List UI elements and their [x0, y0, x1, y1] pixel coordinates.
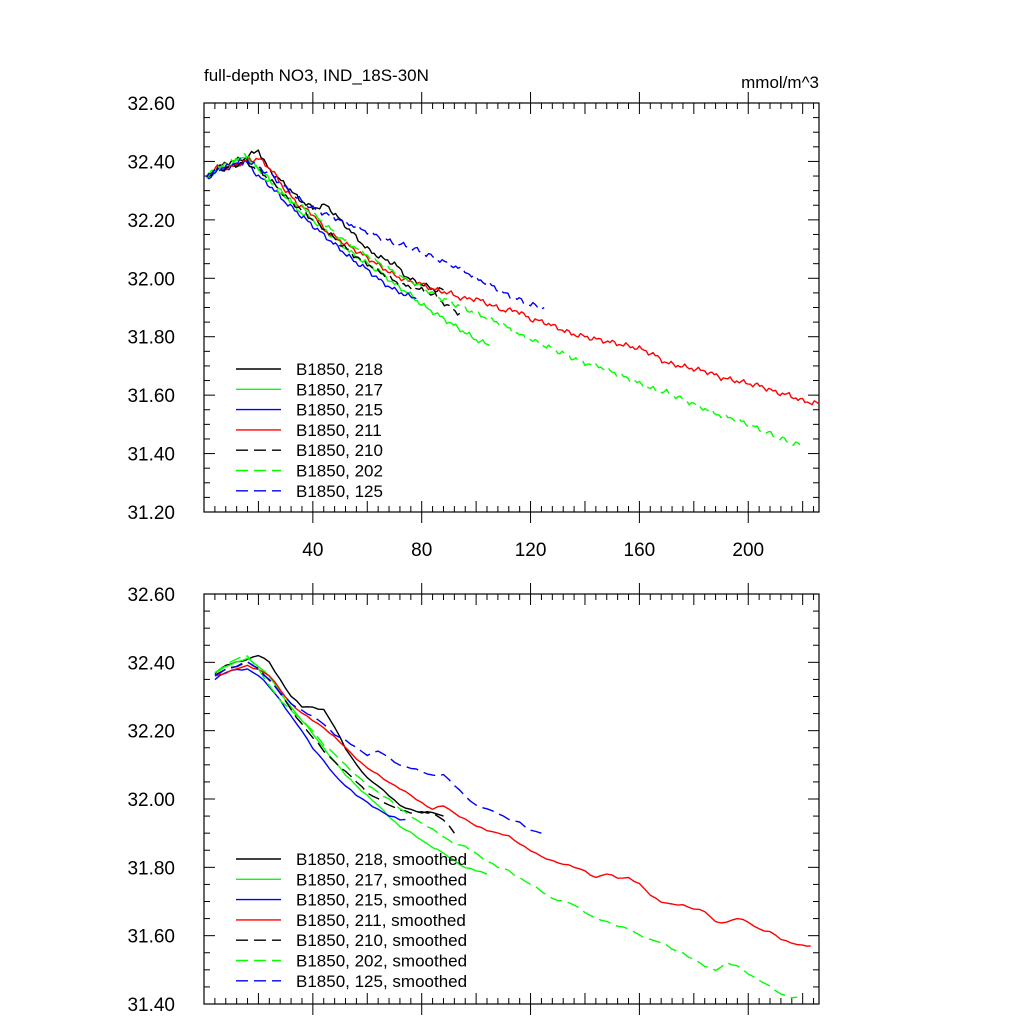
legend-label: B1850, 215, smoothed — [296, 891, 467, 910]
y-tick-label: 32.40 — [127, 152, 175, 173]
y-tick-label: 32.60 — [127, 585, 175, 606]
series-line — [214, 661, 542, 834]
x-tick-label: 160 — [624, 540, 656, 561]
y-tick-label: 32.40 — [127, 653, 175, 674]
y-tick-label: 32.00 — [127, 790, 175, 811]
legend-label: B1850, 217, smoothed — [296, 870, 467, 889]
x-tick-label: 80 — [411, 540, 432, 561]
series-line — [206, 159, 417, 300]
y-tick-label: 32.00 — [127, 269, 175, 290]
series-line — [214, 664, 811, 947]
series-line — [206, 159, 461, 316]
y-tick-label: 32.60 — [127, 94, 175, 115]
series-line — [214, 655, 798, 999]
top-chart-title: full-depth NO3, IND_18S-30N — [204, 66, 429, 85]
legend-label: B1850, 215 — [296, 401, 383, 420]
series-line — [214, 668, 406, 821]
legend-label: B1850, 202 — [296, 462, 383, 481]
series-line — [206, 157, 820, 406]
series-line — [206, 153, 801, 446]
legend-label: B1850, 211, smoothed — [296, 911, 466, 930]
legend-label: B1850, 125, smoothed — [296, 972, 467, 991]
series-line — [206, 155, 491, 347]
series-line — [206, 149, 444, 293]
x-tick-label: 120 — [515, 540, 547, 561]
top-panel: full-depth NO3, IND_18S-30N mmol/m^3 31.… — [127, 66, 820, 561]
y-tick-label: 31.60 — [127, 927, 175, 948]
x-tick-label: 40 — [302, 540, 323, 561]
y-tick-label: 31.80 — [127, 858, 175, 879]
y-tick-label: 31.20 — [127, 503, 175, 524]
legend-label: B1850, 211 — [296, 421, 382, 440]
y-tick-label: 31.40 — [127, 445, 175, 466]
legend-label: B1850, 125 — [296, 482, 383, 501]
legend-label: B1850, 210, smoothed — [296, 931, 467, 950]
legend-label: B1850, 202, smoothed — [296, 952, 467, 971]
series-line — [206, 157, 545, 310]
legend-label: B1850, 217 — [296, 380, 383, 399]
legend-label: B1850, 210 — [296, 441, 383, 460]
top-chart-units: mmol/m^3 — [741, 73, 819, 92]
series-line — [214, 661, 455, 834]
legend-label: B1850, 218, smoothed — [296, 850, 467, 869]
y-tick-label: 31.80 — [127, 328, 175, 349]
y-tick-label: 32.20 — [127, 722, 175, 743]
y-tick-label: 31.60 — [127, 386, 175, 407]
bottom-panel: 31.40 31.60 31.80 32.00 32.20 32.40 32.60 B185… — [127, 583, 820, 1016]
legend-label: B1850, 218 — [296, 360, 383, 379]
x-tick-label: 200 — [732, 540, 764, 561]
series-line — [214, 657, 488, 875]
series-line — [214, 654, 444, 817]
y-tick-label: 31.40 — [127, 995, 175, 1016]
y-tick-label: 32.20 — [127, 211, 175, 232]
